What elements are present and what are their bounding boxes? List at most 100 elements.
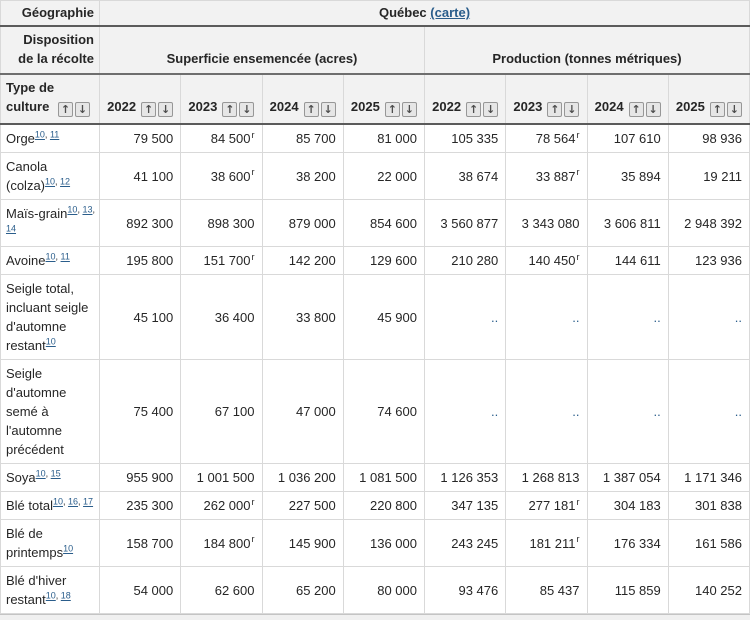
table-body: Orge10, 11 79 500 84 500r 85 700 81 000 105 3… (0, 123, 750, 614)
value-cell: 2 948 392 (667, 199, 750, 247)
sort-asc-button[interactable]: ↑ (303, 102, 319, 117)
map-link[interactable]: (carte) (430, 5, 471, 20)
sort-asc-button[interactable]: ↑ (466, 102, 482, 117)
value-cell: 1 081 500 (342, 463, 426, 492)
footnote-link-15[interactable]: 15 (50, 468, 61, 479)
footnote-link-10[interactable]: 10 (45, 251, 56, 262)
sort-asc-icon: ↑ (712, 103, 722, 116)
revised-flag: r (576, 496, 580, 507)
sort-asc-button[interactable]: ↑ (141, 102, 157, 117)
sort-desc-button[interactable]: ↓ (158, 102, 174, 117)
crop-type-header: Type de culture ↑ ↓ (0, 73, 100, 125)
sort-desc-icon: ↓ (404, 103, 414, 116)
value-cell: 136 000 (342, 519, 426, 567)
footnote-link-11[interactable]: 11 (49, 129, 60, 140)
value-cell: 277 181r (505, 491, 588, 520)
value-cell-not-available: .. (423, 274, 507, 360)
value-cell: 1 387 054 (586, 463, 669, 492)
sort-desc-button[interactable]: ↓ (564, 102, 580, 117)
value-cell: 45 100 (98, 274, 182, 360)
crop-row-label: Canola (colza)10, 12 (0, 152, 100, 200)
geography-value-cell: Québec (carte) (99, 0, 750, 27)
sort-asc-button[interactable]: ↑ (547, 102, 563, 117)
sort-asc-button[interactable]: ↑ (384, 102, 400, 117)
value-cell: 161 586 (667, 519, 750, 567)
value-cell: 79 500 (98, 123, 182, 153)
value-cell-not-available: .. (505, 359, 588, 464)
crop-row-label: Soya10, 15 (0, 463, 100, 492)
value-cell: 54 000 (98, 566, 182, 614)
value-cell: 181 211r (505, 519, 588, 567)
value-cell: 105 335 (423, 123, 507, 153)
value-cell: 955 900 (98, 463, 182, 492)
value-cell: 38 600r (180, 152, 263, 200)
footnote-link-10[interactable]: 10 (34, 129, 45, 140)
sort-controls: ↑ ↓ (302, 99, 336, 118)
sort-asc-icon: ↑ (631, 103, 641, 116)
value-cell: 151 700r (180, 246, 263, 275)
footnote-link-10[interactable]: 10 (63, 543, 74, 554)
value-cell: 301 838 (667, 491, 750, 520)
sort-desc-button[interactable]: ↓ (726, 102, 742, 117)
footnote-link-12[interactable]: 12 (60, 176, 71, 187)
sort-controls: ↑ ↓ (383, 99, 417, 118)
value-cell-not-available: .. (667, 274, 750, 360)
value-cell: 38 674 (423, 152, 507, 200)
footnote-link-10[interactable]: 10 (52, 496, 63, 507)
footnote-link-10[interactable]: 10 (35, 468, 46, 479)
value-cell: 220 800 (342, 491, 426, 520)
revised-flag: r (576, 129, 580, 140)
year-label: 2022 (432, 99, 462, 114)
table-bottom-strip (0, 614, 750, 620)
value-cell: 98 936 (667, 123, 750, 153)
value-cell: 65 200 (261, 566, 344, 614)
footnote-link-18[interactable]: 18 (60, 590, 71, 601)
value-cell-not-available: .. (586, 359, 669, 464)
sort-asc-icon: ↑ (550, 103, 560, 116)
footnote-link-14[interactable]: 14 (6, 223, 17, 234)
sort-desc-icon: ↓ (242, 103, 252, 116)
table-row: Avoine10, 11 195 800 151 700r 142 200 129 60… (0, 246, 750, 275)
crop-row-label: Maïs-grain10, 13, 14 (0, 199, 100, 247)
value-cell: 33 800 (261, 274, 344, 360)
value-cell: 1 036 200 (261, 463, 344, 492)
footnote-refs: 10, 16, 17 (52, 496, 94, 507)
disposition-label: Disposition de la récolte (0, 25, 100, 75)
value-cell: 176 334 (586, 519, 669, 567)
sort-asc-icon: ↑ (225, 103, 235, 116)
footnote-link-11[interactable]: 11 (60, 251, 70, 262)
footnote-refs: 10, 15 (35, 468, 61, 479)
footnote-link-10[interactable]: 10 (45, 176, 56, 187)
footnote-link-10[interactable]: 10 (45, 336, 56, 347)
value-cell: 45 900 (342, 274, 426, 360)
sort-asc-button[interactable]: ↑ (222, 102, 238, 117)
value-cell: 1 268 813 (505, 463, 588, 492)
area-group-header: Superficie ensemencée (acres) (99, 25, 425, 75)
sort-desc-button[interactable]: ↓ (239, 102, 255, 117)
sort-desc-button[interactable]: ↓ (483, 102, 499, 117)
year-header-production-2023: 2023 ↑ ↓ (505, 73, 588, 125)
value-cell: 19 211 (667, 152, 750, 200)
year-label: 2024 (594, 99, 624, 114)
footnote-link-13[interactable]: 13 (82, 204, 93, 215)
sort-desc-button[interactable]: ↓ (320, 102, 336, 117)
sort-desc-button[interactable]: ↓ (645, 102, 661, 117)
sort-asc-icon: ↑ (60, 103, 71, 116)
footnote-link-17[interactable]: 17 (83, 496, 94, 507)
sort-desc-button[interactable]: ↓ (401, 102, 417, 117)
value-cell: 144 611 (586, 246, 669, 275)
sort-asc-button[interactable]: ↑ (709, 102, 725, 117)
footnote-link-10[interactable]: 10 (45, 590, 56, 601)
value-cell: 107 610 (586, 123, 669, 153)
value-cell: 347 135 (423, 491, 507, 520)
sort-asc-button[interactable]: ↑ (628, 102, 644, 117)
footnote-link-16[interactable]: 16 (68, 496, 79, 507)
value-cell: 78 564r (505, 123, 588, 153)
sort-asc-button[interactable]: ↑ (57, 102, 73, 117)
footnote-link-10[interactable]: 10 (67, 204, 78, 215)
column-header-row: Type de culture ↑ ↓ 2022 ↑ ↓ 2023 ↑ ↓ 2024 ↑ ↓ 202… (0, 73, 750, 125)
sort-desc-button[interactable]: ↓ (74, 102, 90, 117)
sort-desc-icon: ↓ (648, 103, 658, 116)
value-cell: 1 001 500 (180, 463, 263, 492)
